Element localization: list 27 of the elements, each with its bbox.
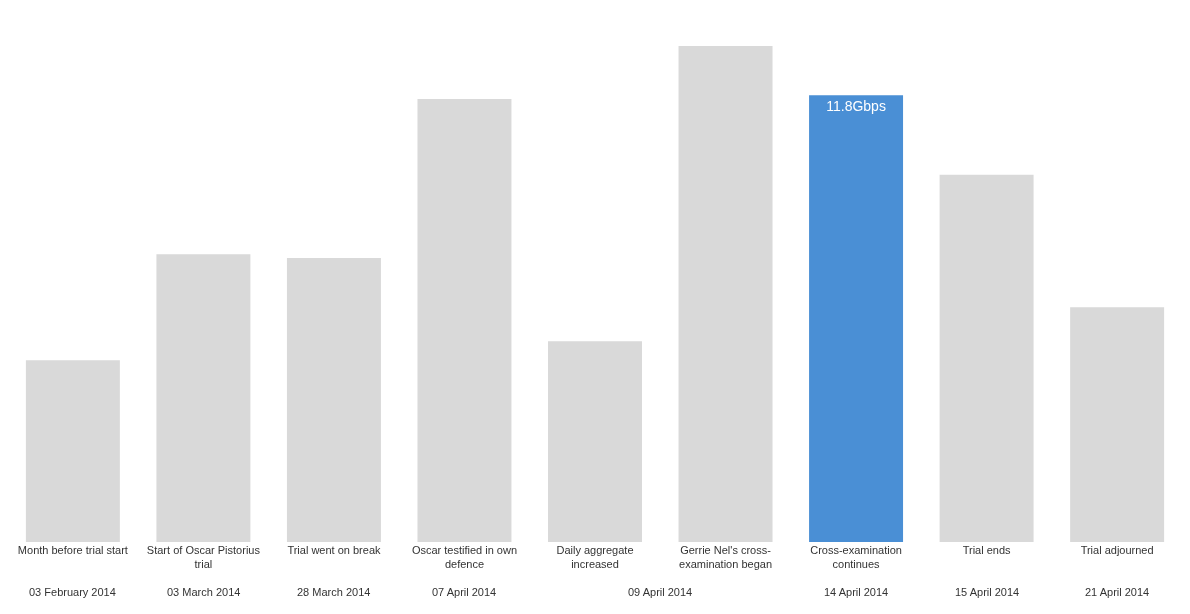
bar <box>286 258 381 542</box>
text: 07 April 2014 <box>432 586 497 598</box>
x-tick-label: Cross-examination continues <box>810 544 902 571</box>
x-tick-label: Month before trial start <box>17 544 128 556</box>
text: 28 March 2014 <box>297 586 371 598</box>
text: 15 April 2014 <box>955 586 1020 598</box>
x-tick-label: Gerrie Nel's cross-examination began <box>679 544 773 571</box>
bar <box>1070 307 1165 542</box>
x-tick-label: Trial ends <box>962 544 1012 556</box>
x-tick-label: Start of Oscar Pistorius trial <box>146 544 261 571</box>
bar <box>548 341 642 542</box>
bar <box>939 174 1034 542</box>
x-tick-label: Daily aggregate increased <box>556 544 634 571</box>
data-label: 11.8Gbps <box>826 98 886 115</box>
text: 09 April 2014 <box>628 586 693 598</box>
bar <box>417 99 512 542</box>
x-tick-label: Trial went on break <box>287 544 381 556</box>
bar <box>809 95 904 542</box>
x-tick-label: Trial adjourned <box>1080 544 1154 556</box>
text: 21 April 2014 <box>1085 586 1150 598</box>
bar <box>678 46 773 542</box>
text: 14 April 2014 <box>824 586 889 598</box>
bar <box>156 254 251 542</box>
text: 03 March 2014 <box>167 586 241 598</box>
x-tick-label: Oscar testified in own defence <box>411 544 518 571</box>
bar <box>25 360 120 542</box>
text: 03 February 2014 <box>29 586 116 598</box>
